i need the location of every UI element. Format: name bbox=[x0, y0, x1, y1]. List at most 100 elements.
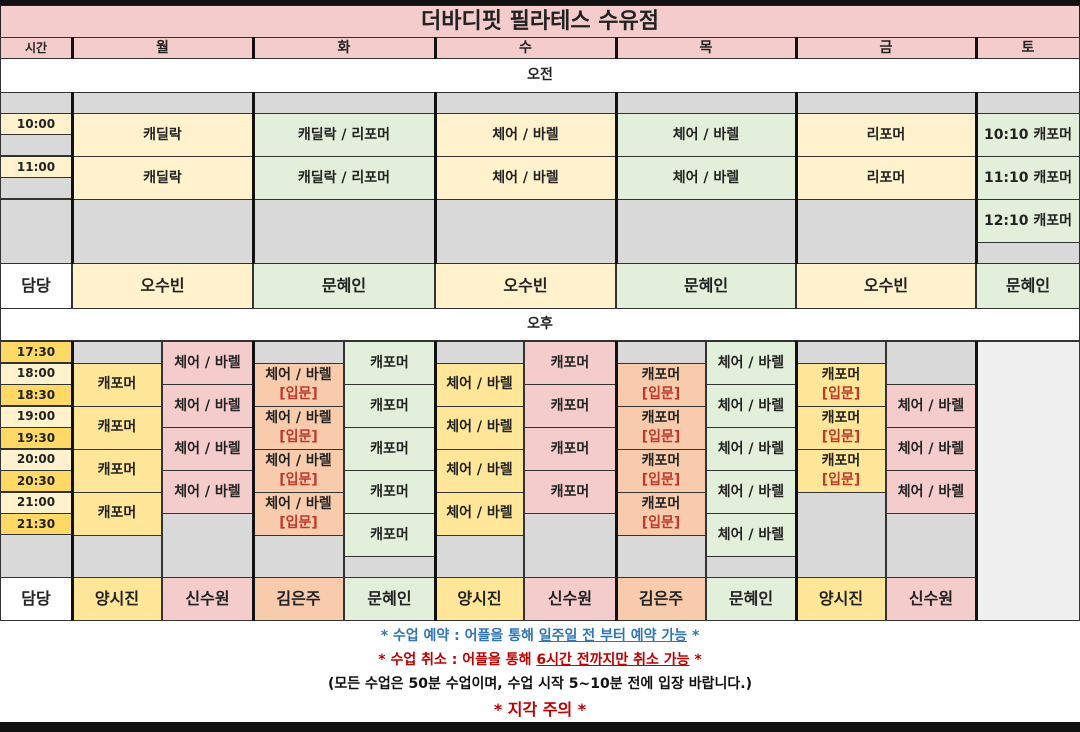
time-slot: 10:00 bbox=[0, 113, 72, 135]
column-divider bbox=[71, 37, 74, 59]
instructor-cell: 문혜인 bbox=[616, 263, 796, 309]
class-slot: 캐딜락 / 리포머 bbox=[253, 113, 435, 157]
instructor-cell-label: 양시진 bbox=[818, 589, 864, 609]
class-slot: 캐포머 [입문] bbox=[616, 448, 706, 493]
time-slot-label: 18:30 bbox=[16, 387, 56, 402]
class-slot: 캐포머 bbox=[344, 341, 435, 385]
class-slot-label: 체어 / 바렐 bbox=[174, 483, 241, 500]
class-slot-label: 캐포머 bbox=[370, 526, 409, 543]
class-slot: 체어 / 바렐 [입문] bbox=[253, 491, 344, 536]
class-slot-label: 캐딜락 bbox=[143, 126, 182, 143]
empty-slot bbox=[72, 199, 253, 264]
class-slot-label: 캐포머 bbox=[370, 354, 409, 371]
empty-slot bbox=[435, 92, 616, 114]
level-badge: [입문] bbox=[821, 471, 861, 488]
class-slot: 캐포머 bbox=[72, 405, 162, 450]
time-slot-label: 21:00 bbox=[16, 495, 56, 510]
class-slot: 체어 / 바렐 bbox=[162, 427, 253, 471]
class-slot-label: 리포머 bbox=[866, 169, 906, 186]
class-slot: 캐딜락 / 리포머 bbox=[253, 156, 435, 200]
header-day: 목 bbox=[616, 37, 796, 59]
time-slot-label: 10:00 bbox=[16, 116, 56, 131]
class-slot: 12:10 캐포머 bbox=[976, 199, 1080, 243]
class-slot-label: 캐포머 bbox=[821, 366, 861, 383]
class-slot-label: 체어 / 바렐 bbox=[174, 354, 241, 371]
class-slot-label: 체어 / 바렐 bbox=[446, 505, 513, 522]
time-slot: 19:00 bbox=[0, 405, 72, 428]
section-am-label: 오전 bbox=[527, 67, 553, 84]
time-slot-label: 20:00 bbox=[16, 452, 56, 467]
class-slot-label: 캐포머 bbox=[641, 366, 681, 383]
header-day: 수 bbox=[435, 37, 616, 59]
class-slot-label: 체어 / 바렐 bbox=[265, 452, 332, 469]
class-slot: 캐포머 [입문] bbox=[796, 448, 886, 493]
late-note: * 지각 주의 * bbox=[493, 700, 587, 719]
class-slot-label: 캐딜락 / 리포머 bbox=[297, 169, 391, 186]
header-time-label: 시간 bbox=[24, 40, 48, 55]
header-time: 시간 bbox=[0, 37, 72, 59]
column-divider bbox=[71, 341, 74, 621]
class-slot: 캐딜락 bbox=[72, 156, 253, 200]
top-bar bbox=[0, 0, 1080, 5]
column-divider bbox=[975, 92, 978, 264]
level-badge: [입문] bbox=[641, 514, 681, 531]
instructor-cell-label: 문혜인 bbox=[683, 276, 729, 296]
class-slot: 리포머 bbox=[796, 156, 976, 200]
class-slot-label: 체어 / 바렐 bbox=[717, 526, 785, 543]
time-empty bbox=[0, 534, 72, 578]
class-slot-label: 캐포머 bbox=[641, 409, 681, 426]
class-slot-label: 12:10 캐포머 bbox=[983, 212, 1073, 229]
class-slot: 캐포머 bbox=[72, 448, 162, 493]
instructor-cell: 신수원 bbox=[524, 577, 616, 621]
instructor-cell: 문혜인 bbox=[706, 577, 796, 621]
class-slot: 체어 / 바렐 [입문] bbox=[253, 362, 344, 407]
class-slot: 캐포머 bbox=[524, 470, 616, 514]
class-slot-label: 체어 / 바렐 bbox=[897, 397, 965, 414]
class-slot-label: 체어 / 바렐 bbox=[265, 409, 332, 426]
class-slot-label: 체어 / 바렐 bbox=[265, 366, 332, 383]
class-slot-label: 체어 / 바렐 bbox=[174, 397, 241, 414]
header-day-label: 토 bbox=[1021, 39, 1035, 56]
instructor-cell: 양시진 bbox=[435, 577, 524, 621]
instructor-cell: 김은주 bbox=[253, 577, 344, 621]
level-badge: [입문] bbox=[821, 428, 861, 445]
instructor-cell-label: 문혜인 bbox=[728, 589, 774, 609]
class-slot: 체어 / 바렐 bbox=[886, 427, 976, 471]
class-slot: 캐포머 bbox=[344, 470, 435, 514]
class-slot-label: 리포머 bbox=[866, 126, 906, 143]
class-slot: 체어 / 바렐 bbox=[706, 427, 796, 471]
class-slot-label: 캐포머 bbox=[821, 452, 861, 469]
instructor-cell: 신수원 bbox=[886, 577, 976, 621]
column-divider bbox=[434, 37, 437, 59]
reserve-underlined: 일주일 전 부터 예약 가능 bbox=[538, 628, 688, 644]
column-divider bbox=[975, 341, 978, 621]
class-slot: 체어 / 바렐 bbox=[706, 470, 796, 514]
time-slot-label: 20:30 bbox=[16, 473, 56, 488]
class-slot-label: 캐포머 bbox=[821, 409, 861, 426]
class-slot: 캐포머 [입문] bbox=[796, 405, 886, 450]
level-badge: [입문] bbox=[641, 471, 681, 488]
instructor-cell-label: 오수빈 bbox=[140, 276, 185, 296]
class-slot: 캐포머 bbox=[524, 341, 616, 385]
instructor-cell-label: 문혜인 bbox=[367, 589, 412, 609]
level-badge: [입문] bbox=[279, 385, 318, 402]
class-slot: 캐포머 bbox=[344, 384, 435, 428]
class-slot: 체어 / 바렐 bbox=[616, 156, 796, 200]
column-divider bbox=[71, 92, 74, 264]
header-day-label: 수 bbox=[519, 39, 532, 56]
cancel-underlined: 6시간 전까지만 취소 가능 bbox=[536, 652, 690, 668]
class-slot-label: 캐포머 bbox=[97, 419, 137, 436]
class-slot-label: 캐포머 bbox=[550, 354, 590, 371]
class-slot: 체어 / 바렐 bbox=[616, 113, 796, 157]
level-badge: [입문] bbox=[279, 471, 318, 488]
section-pm-label: 오후 bbox=[527, 316, 553, 333]
class-slot: 체어 / 바렐 bbox=[435, 448, 524, 493]
instructor-cell-label: 김은주 bbox=[276, 589, 321, 609]
class-slot-label: 캐딜락 / 리포머 bbox=[297, 126, 391, 143]
instructor-label-label: 담당 bbox=[21, 276, 51, 296]
empty-slot bbox=[616, 92, 796, 114]
instructor-cell: 문혜인 bbox=[253, 263, 435, 309]
time-slot-label: 11:00 bbox=[16, 159, 56, 174]
column-divider bbox=[795, 37, 798, 59]
class-slot-label: 체어 / 바렐 bbox=[717, 354, 785, 371]
